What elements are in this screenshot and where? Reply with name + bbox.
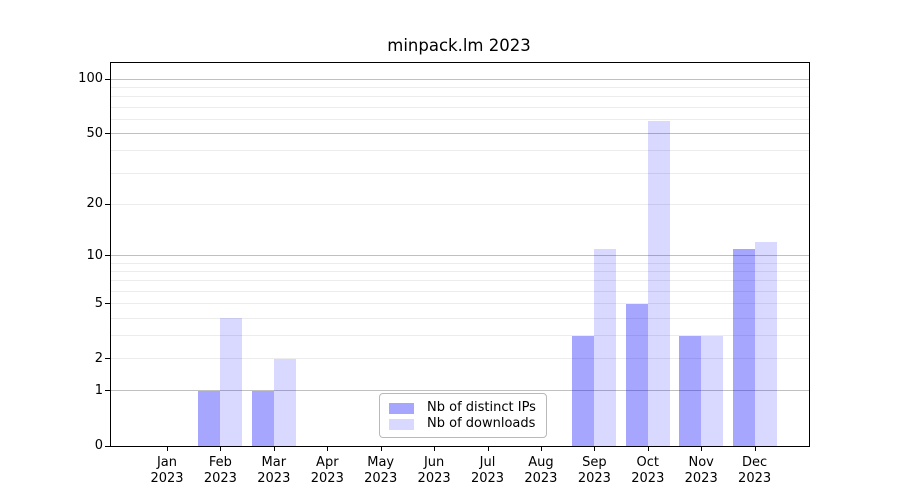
legend-label-downloads: Nb of downloads <box>427 416 536 431</box>
x-tick <box>380 446 382 451</box>
y-tick <box>105 255 110 256</box>
grid-minor-line <box>111 203 809 205</box>
x-tick <box>327 446 329 451</box>
x-tick-label: Nov 2023 <box>684 455 718 486</box>
x-tick <box>487 446 489 451</box>
grid-minor-line <box>111 96 809 98</box>
grid-minor-line <box>111 118 809 120</box>
x-tick <box>754 446 756 451</box>
legend-item-downloads: Nb of downloads <box>389 416 537 432</box>
x-tick <box>273 446 275 451</box>
bar-oct-distinct-ips <box>625 303 648 446</box>
chart-title: minpack.lm 2023 <box>387 36 531 55</box>
x-tick-label: Aug 2023 <box>524 455 558 486</box>
y-tick <box>105 203 110 205</box>
x-tick-label: Feb 2023 <box>203 455 237 486</box>
bar-feb-distinct-ips <box>198 390 221 446</box>
x-tick-label: Mar 2023 <box>257 455 291 486</box>
bar-sep-downloads <box>594 248 617 446</box>
grid-major-line <box>111 255 809 256</box>
x-tick <box>167 446 168 451</box>
x-tick <box>540 446 542 451</box>
x-tick <box>220 446 222 451</box>
bar-dec-downloads <box>754 242 777 446</box>
x-tick <box>647 446 649 451</box>
y-tick-label: 50 <box>86 125 103 141</box>
grid-major-line <box>111 78 809 80</box>
grid-minor-line <box>111 317 809 319</box>
bar-nov-downloads <box>701 335 724 446</box>
y-tick-label: 0 <box>94 438 103 453</box>
y-tick-label: 5 <box>94 295 103 311</box>
x-tick-label: Sep 2023 <box>577 455 611 486</box>
grid-minor-line <box>111 106 809 108</box>
grid-minor-line <box>111 335 809 337</box>
bar-feb-downloads <box>220 318 243 446</box>
bar-mar-distinct-ips <box>251 390 274 446</box>
x-tick-label: Dec 2023 <box>738 455 772 486</box>
y-tick-label: 10 <box>86 247 103 263</box>
grid-minor-line <box>111 150 809 152</box>
x-tick-label: Jan 2023 <box>150 455 184 486</box>
grid-major-line <box>111 133 809 135</box>
x-tick <box>434 446 436 451</box>
grid-minor-line <box>111 262 809 264</box>
legend-swatch-distinct-ips <box>389 402 414 414</box>
y-tick <box>105 78 110 80</box>
x-tick <box>701 446 703 451</box>
y-tick-label: 2 <box>94 350 103 366</box>
bar-mar-downloads <box>273 358 296 446</box>
x-tick-label: Jun 2023 <box>417 455 451 486</box>
y-tick <box>105 390 110 392</box>
x-tick-label: Oct 2023 <box>631 455 665 486</box>
grid-major-line <box>111 390 809 392</box>
grid-minor-line <box>111 303 809 305</box>
bar-oct-downloads <box>647 120 670 446</box>
y-tick-label: 20 <box>86 196 103 212</box>
grid-minor-line <box>111 358 809 360</box>
y-tick <box>105 133 110 135</box>
legend-label-distinct-ips: Nb of distinct IPs <box>427 400 536 415</box>
legend: Nb of distinct IPs Nb of downloads <box>379 393 547 438</box>
legend-swatch-downloads <box>389 418 414 430</box>
grid-minor-line <box>111 87 809 89</box>
grid-minor-line <box>111 280 809 282</box>
x-tick-label: May 2023 <box>364 455 398 486</box>
x-tick-label: Jul 2023 <box>470 455 505 486</box>
grid-minor-line <box>111 270 809 272</box>
x-tick <box>594 446 596 451</box>
bar-nov-distinct-ips <box>679 335 702 446</box>
y-tick <box>105 445 110 447</box>
grid-minor-line <box>111 290 809 292</box>
plot-area: 0 1 2 5 10 20 50 100 Jan 2023 Feb 2023 Mar 2023 Apr 20… <box>78 62 810 486</box>
y-tick-label: 100 <box>78 71 103 87</box>
bar-dec-distinct-ips <box>732 248 755 446</box>
grid-minor-line <box>111 172 809 174</box>
bar-sep-distinct-ips <box>572 335 595 446</box>
x-tick-label: Apr 2023 <box>310 455 344 486</box>
legend-item-distinct-ips: Nb of distinct IPs <box>389 400 537 416</box>
y-tick-label: 1 <box>94 382 103 398</box>
y-tick <box>105 303 110 305</box>
y-tick <box>105 358 110 360</box>
